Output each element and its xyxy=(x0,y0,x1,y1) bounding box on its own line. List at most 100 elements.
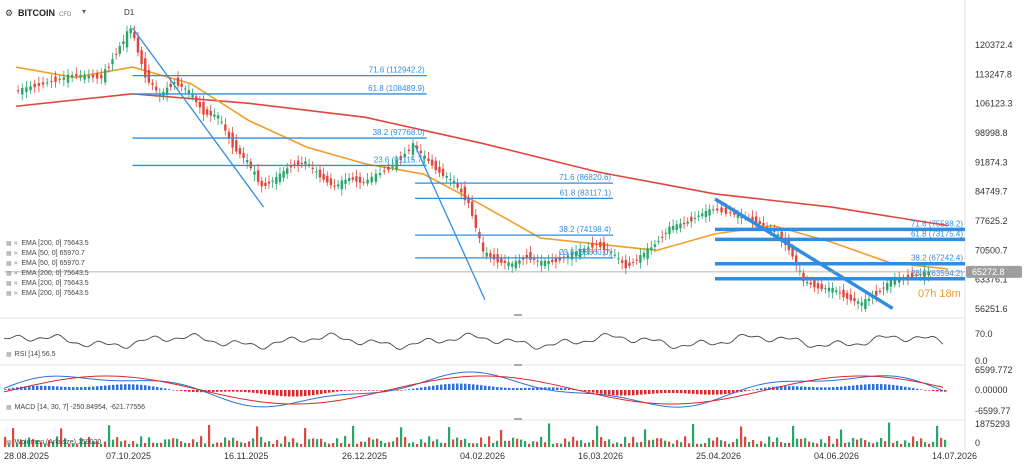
macd-histogram-bar xyxy=(160,387,163,390)
candle xyxy=(430,159,434,166)
date-tick-label: 16.03.2026 xyxy=(578,451,623,461)
macd-histogram-bar xyxy=(128,384,131,390)
candle xyxy=(809,282,812,285)
volume-bar xyxy=(632,436,635,447)
volume-bar xyxy=(124,440,127,447)
macd-legend: ▦ MACD [14, 30, 7] -250.84954, -621.77556 xyxy=(6,404,146,411)
macd-histogram-bar xyxy=(684,390,687,394)
candle xyxy=(664,232,668,234)
candle xyxy=(820,284,823,290)
volume-bar xyxy=(804,438,807,447)
macd-histogram-bar xyxy=(556,387,559,390)
candle xyxy=(140,50,143,65)
candle xyxy=(463,186,467,201)
candle xyxy=(37,83,41,86)
macd-histogram-bar xyxy=(444,384,447,390)
macd-histogram-bar xyxy=(316,390,319,395)
macd-histogram-bar xyxy=(600,390,603,394)
macd-histogram-bar xyxy=(280,390,283,397)
volume-bar xyxy=(628,443,631,447)
volume-bar xyxy=(616,442,619,447)
ema-legend-item[interactable]: ▦ ✕ EMA [200, 0] 75643.5 xyxy=(6,240,89,247)
ema-legend-item[interactable]: ▦ ✕ EMA [50, 0] 65970.7 xyxy=(6,260,85,267)
timeframe-label[interactable]: D1 xyxy=(124,8,135,17)
macd-histogram-bar xyxy=(588,390,591,392)
volume-bar xyxy=(556,443,559,447)
volume-bar xyxy=(856,439,859,447)
candle xyxy=(423,155,426,159)
volume-bar xyxy=(128,443,131,447)
volume-bar xyxy=(444,443,447,447)
volume-bar xyxy=(652,439,655,447)
volume-bar xyxy=(500,429,503,447)
candle xyxy=(456,182,459,188)
grid-icon: ▦ ✕ xyxy=(6,271,19,277)
macd-histogram-bar xyxy=(376,390,379,391)
macd-histogram-bar xyxy=(564,388,567,390)
volume-bar xyxy=(464,438,467,447)
volume-bar xyxy=(624,436,627,447)
candle xyxy=(25,87,28,93)
macd-histogram-bar xyxy=(264,390,267,395)
macd-histogram-bar xyxy=(116,384,119,390)
volume-bar xyxy=(32,439,35,447)
candle xyxy=(816,283,820,289)
ema-legend-item[interactable]: ▦ ✕ EMA [200, 0] 75643.5 xyxy=(6,280,89,287)
volume-bar xyxy=(428,436,431,447)
candle xyxy=(351,177,354,180)
candle xyxy=(300,163,303,165)
candle xyxy=(693,217,697,219)
volume-bar xyxy=(456,437,459,447)
candle xyxy=(311,167,314,169)
volume-bar xyxy=(752,440,755,447)
macd-histogram-bar xyxy=(484,385,487,390)
candle xyxy=(286,168,289,174)
macd-histogram-bar xyxy=(120,384,123,390)
volume-bar xyxy=(152,442,155,447)
candle xyxy=(733,212,736,215)
candle xyxy=(551,259,554,262)
grid-icon: ▦ xyxy=(6,352,12,358)
settings-icon[interactable]: ⚙ xyxy=(5,8,14,18)
macd-histogram-bar xyxy=(136,384,139,390)
macd-histogram-bar xyxy=(940,390,943,392)
ema-legend-item[interactable]: ▦ ✕ EMA [50, 0] 65970.7 xyxy=(6,250,85,257)
candle xyxy=(864,299,867,310)
macd-histogram-bar xyxy=(464,383,467,390)
chevron-down-icon[interactable]: ▾ xyxy=(82,7,87,16)
trend-line xyxy=(414,145,486,301)
volume-bar xyxy=(160,442,163,447)
macd-histogram-bar xyxy=(784,386,787,390)
macd-histogram-bar xyxy=(704,390,707,395)
macd-histogram-bar xyxy=(148,385,151,390)
volume-bar xyxy=(728,443,731,447)
macd-histogram-bar xyxy=(632,390,635,396)
candle xyxy=(21,87,24,95)
macd-histogram-bar xyxy=(928,390,931,391)
candle xyxy=(383,170,386,172)
candle xyxy=(374,173,378,182)
volume-bar xyxy=(188,443,191,447)
macd-histogram-bar xyxy=(252,390,255,393)
macd-histogram-bar xyxy=(440,384,443,390)
candle xyxy=(923,271,926,279)
macd-histogram-bar xyxy=(796,386,799,390)
ema-legend-item[interactable]: ▦ ✕ EMA [200, 0] 75643.5 xyxy=(6,290,89,297)
macd-histogram-bar xyxy=(348,390,351,391)
current-price-tag xyxy=(966,265,1022,278)
grid-icon: ▦ xyxy=(6,405,12,411)
candle xyxy=(791,248,794,257)
candle xyxy=(701,213,704,217)
macd-histogram-bar xyxy=(56,386,59,390)
volume-bar xyxy=(192,439,195,447)
candle xyxy=(467,197,470,204)
volume-bar xyxy=(164,439,167,447)
macd-histogram-bar xyxy=(888,384,891,390)
macd-histogram-bar xyxy=(716,390,719,395)
date-tick-label: 16.11.2025 xyxy=(224,451,268,461)
ema-legend-item[interactable]: ▦ ✕ EMA [200, 0] 75643.5 xyxy=(6,270,89,277)
volume-bar xyxy=(552,443,555,447)
volume-bar xyxy=(12,428,15,447)
candle xyxy=(403,153,407,158)
